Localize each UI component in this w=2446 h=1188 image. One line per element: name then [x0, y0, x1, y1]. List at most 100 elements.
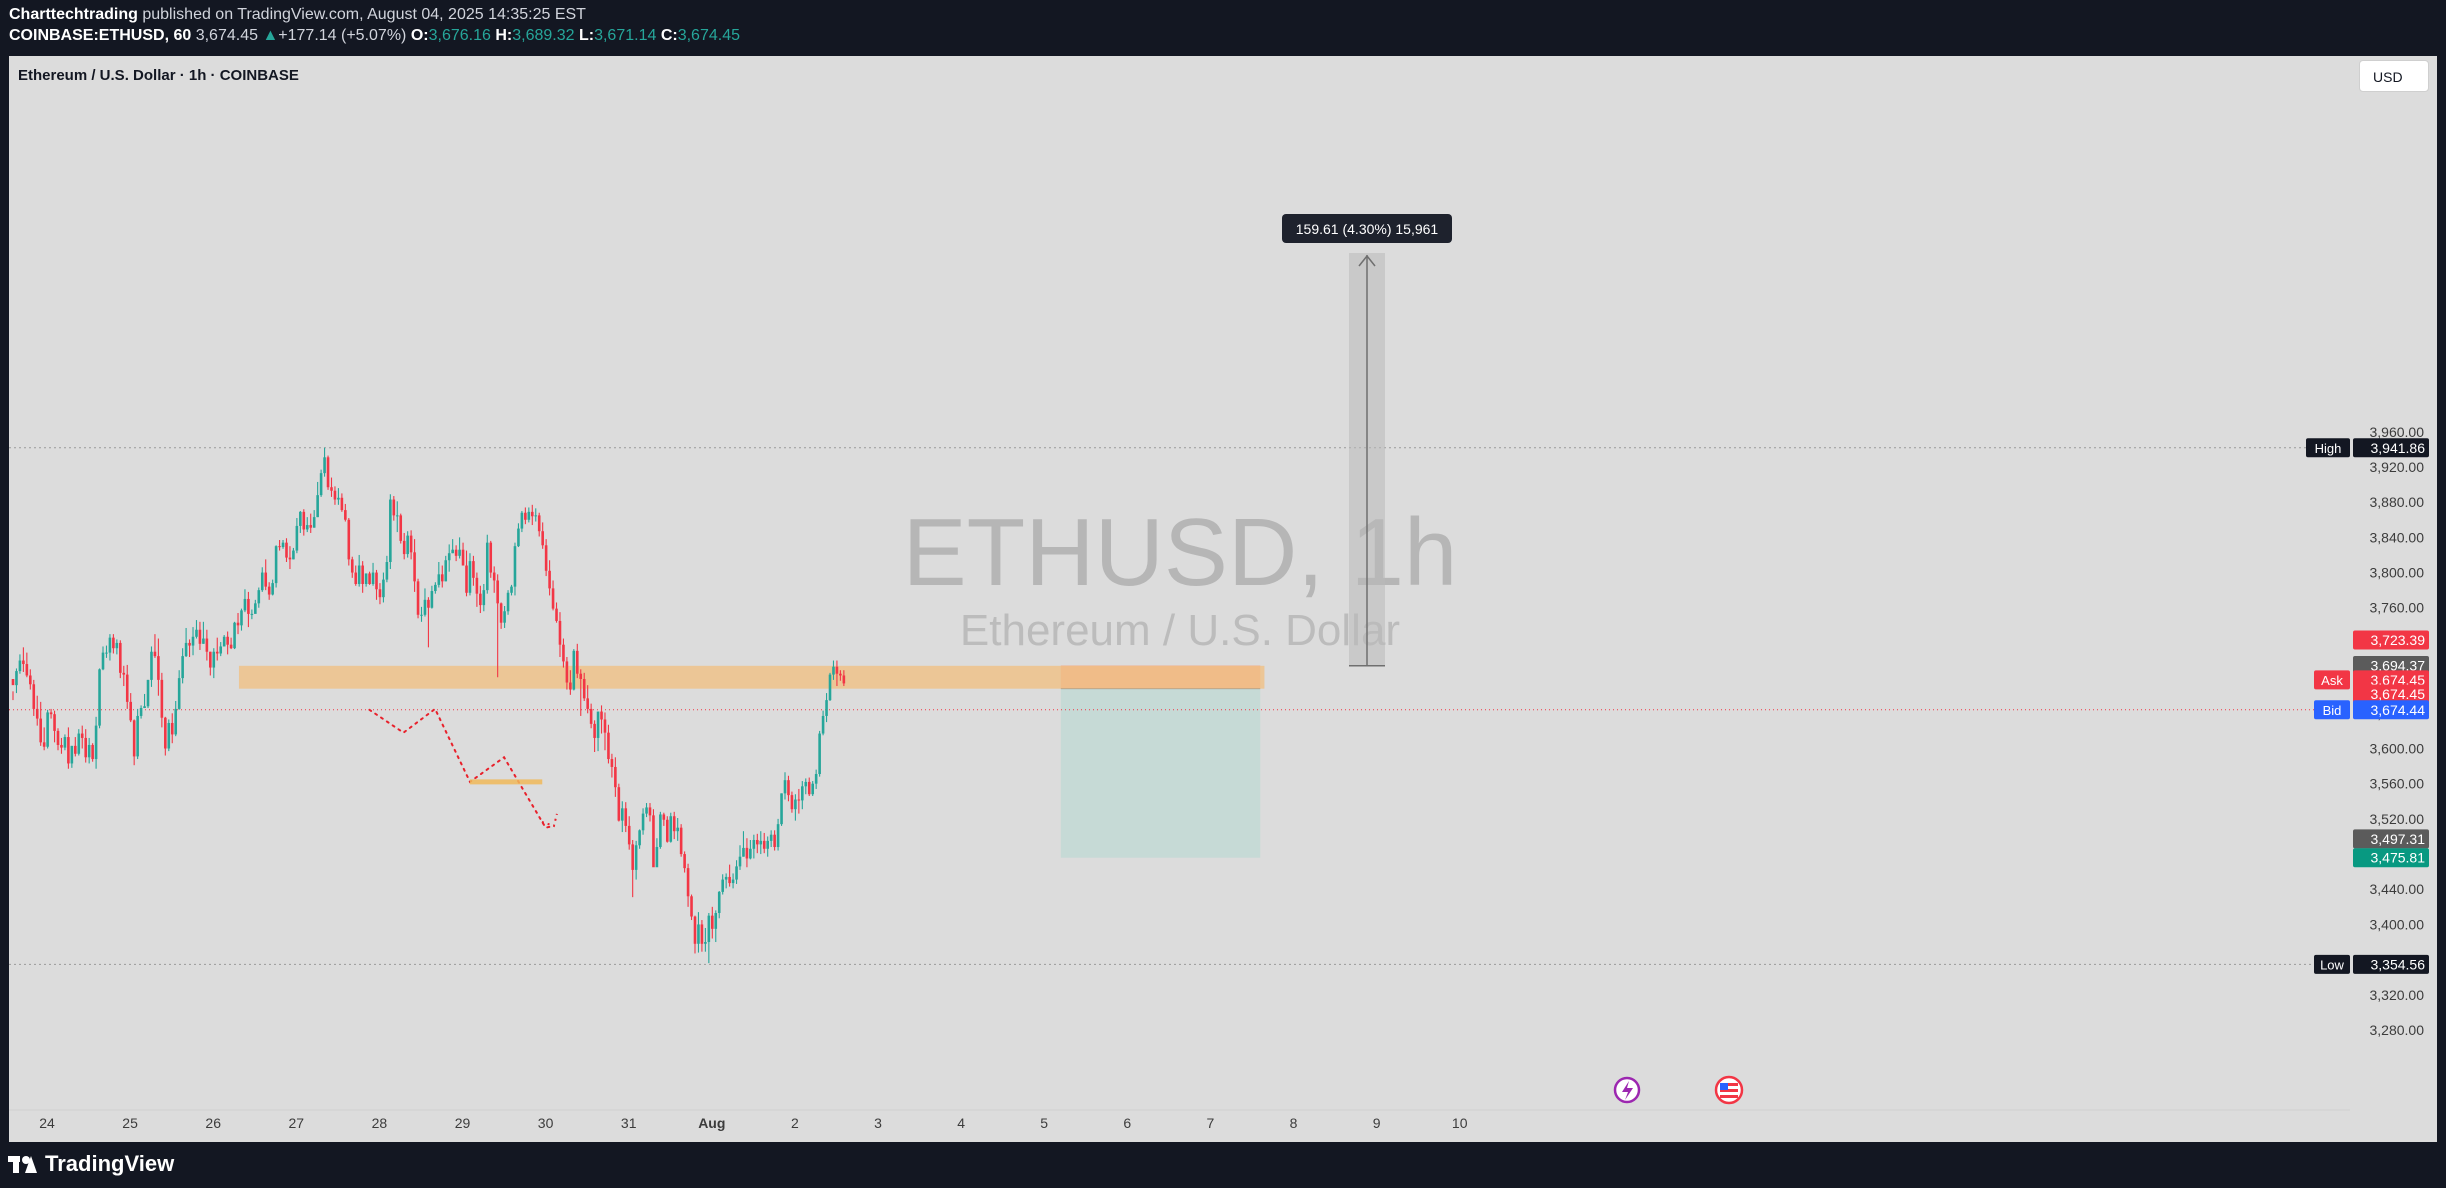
- time-tick: 9: [1373, 1115, 1381, 1131]
- candle: [271, 579, 274, 596]
- candle: [631, 839, 634, 898]
- time-tick: 4: [957, 1115, 965, 1131]
- candle: [260, 567, 264, 592]
- price-label[interactable]: 3,475.81: [2353, 848, 2429, 868]
- candle: [586, 685, 589, 714]
- resistance-zone[interactable]: [238, 665, 1265, 689]
- candle: [693, 915, 697, 954]
- candle-body: [205, 638, 209, 652]
- candle: [347, 518, 351, 566]
- candle-body: [399, 515, 403, 541]
- candle: [655, 838, 659, 868]
- candle-body: [139, 708, 143, 716]
- price-tick: 3,760.00: [2370, 600, 2425, 616]
- candle-body: [617, 787, 621, 821]
- candle-body: [506, 592, 510, 612]
- close-value: 3,674.45: [677, 27, 740, 44]
- candle-body: [461, 549, 465, 566]
- candle: [461, 542, 465, 566]
- price-axis[interactable]: 3,960.00 3,920.00 3,880.00 3,840.00 3,800.00…: [2306, 424, 2429, 1038]
- candle: [42, 727, 46, 751]
- candle: [759, 831, 763, 855]
- projection-path[interactable]: [368, 707, 555, 829]
- candle-body: [769, 834, 773, 841]
- us-flag-icon[interactable]: [1714, 1075, 1744, 1105]
- candle: [267, 582, 271, 600]
- candle: [361, 561, 364, 593]
- price-label-box: [2353, 848, 2429, 868]
- candle-body: [544, 545, 548, 571]
- price-tag-box: [2306, 438, 2350, 458]
- candle-body: [548, 570, 551, 589]
- time-tick: 24: [39, 1115, 55, 1131]
- candle: [534, 508, 538, 522]
- candle: [683, 851, 686, 873]
- price-tick: 3,960.00: [2370, 424, 2425, 440]
- candle-body: [49, 712, 53, 715]
- take-profit-zone[interactable]: [1060, 688, 1261, 858]
- publish-info: published on TradingView.com, August 04,…: [142, 6, 586, 23]
- lightning-event-icon[interactable]: [1613, 1076, 1641, 1104]
- candle: [184, 627, 188, 658]
- price-tick: 3,320.00: [2370, 987, 2425, 1003]
- candle: [700, 920, 704, 952]
- candle: [278, 540, 281, 551]
- candle: [714, 910, 718, 943]
- candle: [389, 494, 392, 570]
- candle-body: [517, 528, 520, 547]
- candle: [468, 553, 472, 596]
- price-label-box: [2353, 655, 2429, 675]
- currency-button[interactable]: USD: [2359, 60, 2429, 92]
- time-axis[interactable]: 24 25 26 27 28 29 30 31 Aug 2 3 4 5 6 7 8 9 10: [9, 1109, 2350, 1131]
- candle-body: [458, 549, 461, 556]
- tradingview-logo[interactable]: TradingView: [8, 1151, 174, 1177]
- price-label[interactable]: 3,354.56 Low: [2314, 954, 2429, 974]
- candle-body: [530, 511, 534, 517]
- candle: [285, 538, 288, 562]
- price-label[interactable]: 3,694.37: [2353, 655, 2429, 675]
- candle-body: [652, 815, 655, 868]
- candle: [485, 534, 489, 594]
- price-label[interactable]: 3,674.44 Bid: [2314, 700, 2429, 720]
- candle: [447, 544, 451, 572]
- candle: [496, 574, 499, 678]
- price-tick: 3,280.00: [2370, 1022, 2425, 1038]
- candle-body: [537, 515, 541, 532]
- candle-body: [191, 636, 195, 646]
- author-name[interactable]: Charttechtrading: [9, 6, 138, 23]
- price-label-value: 3,674.45: [2371, 672, 2426, 688]
- candle-body: [274, 546, 278, 584]
- price-label[interactable]: 3,941.86 High: [2306, 438, 2429, 458]
- candle: [607, 724, 610, 764]
- candle-body: [177, 678, 181, 709]
- candle-body: [828, 674, 832, 701]
- candle: [292, 547, 295, 560]
- candle: [357, 554, 361, 587]
- candle: [274, 545, 278, 588]
- candle: [569, 670, 572, 695]
- candle: [731, 873, 735, 889]
- price-label[interactable]: 3,497.31: [2353, 829, 2429, 849]
- candle-body: [551, 588, 555, 609]
- price-label[interactable]: 3,723.39: [2353, 630, 2429, 650]
- candle-body: [524, 512, 527, 520]
- candle-body: [94, 725, 98, 760]
- candle-body: [655, 847, 659, 868]
- candle: [323, 447, 326, 477]
- candle: [821, 710, 825, 736]
- candle-body: [783, 780, 787, 794]
- candle-body: [818, 733, 821, 775]
- candle-body: [164, 717, 167, 749]
- candle-body: [344, 510, 347, 520]
- candle: [430, 585, 434, 609]
- chart-panel[interactable]: [9, 56, 2437, 1142]
- events-layer[interactable]: [1613, 1075, 1744, 1105]
- measure-label: 159.61 (4.30%) 15,961: [1296, 221, 1439, 237]
- high-label: H:: [495, 27, 513, 44]
- candle-body: [188, 642, 191, 646]
- candle: [98, 668, 101, 729]
- candle: [222, 635, 226, 647]
- candle-body: [721, 879, 724, 892]
- drawings-layer[interactable]: 159.61 (4.30%) 15,961: [368, 214, 1452, 829]
